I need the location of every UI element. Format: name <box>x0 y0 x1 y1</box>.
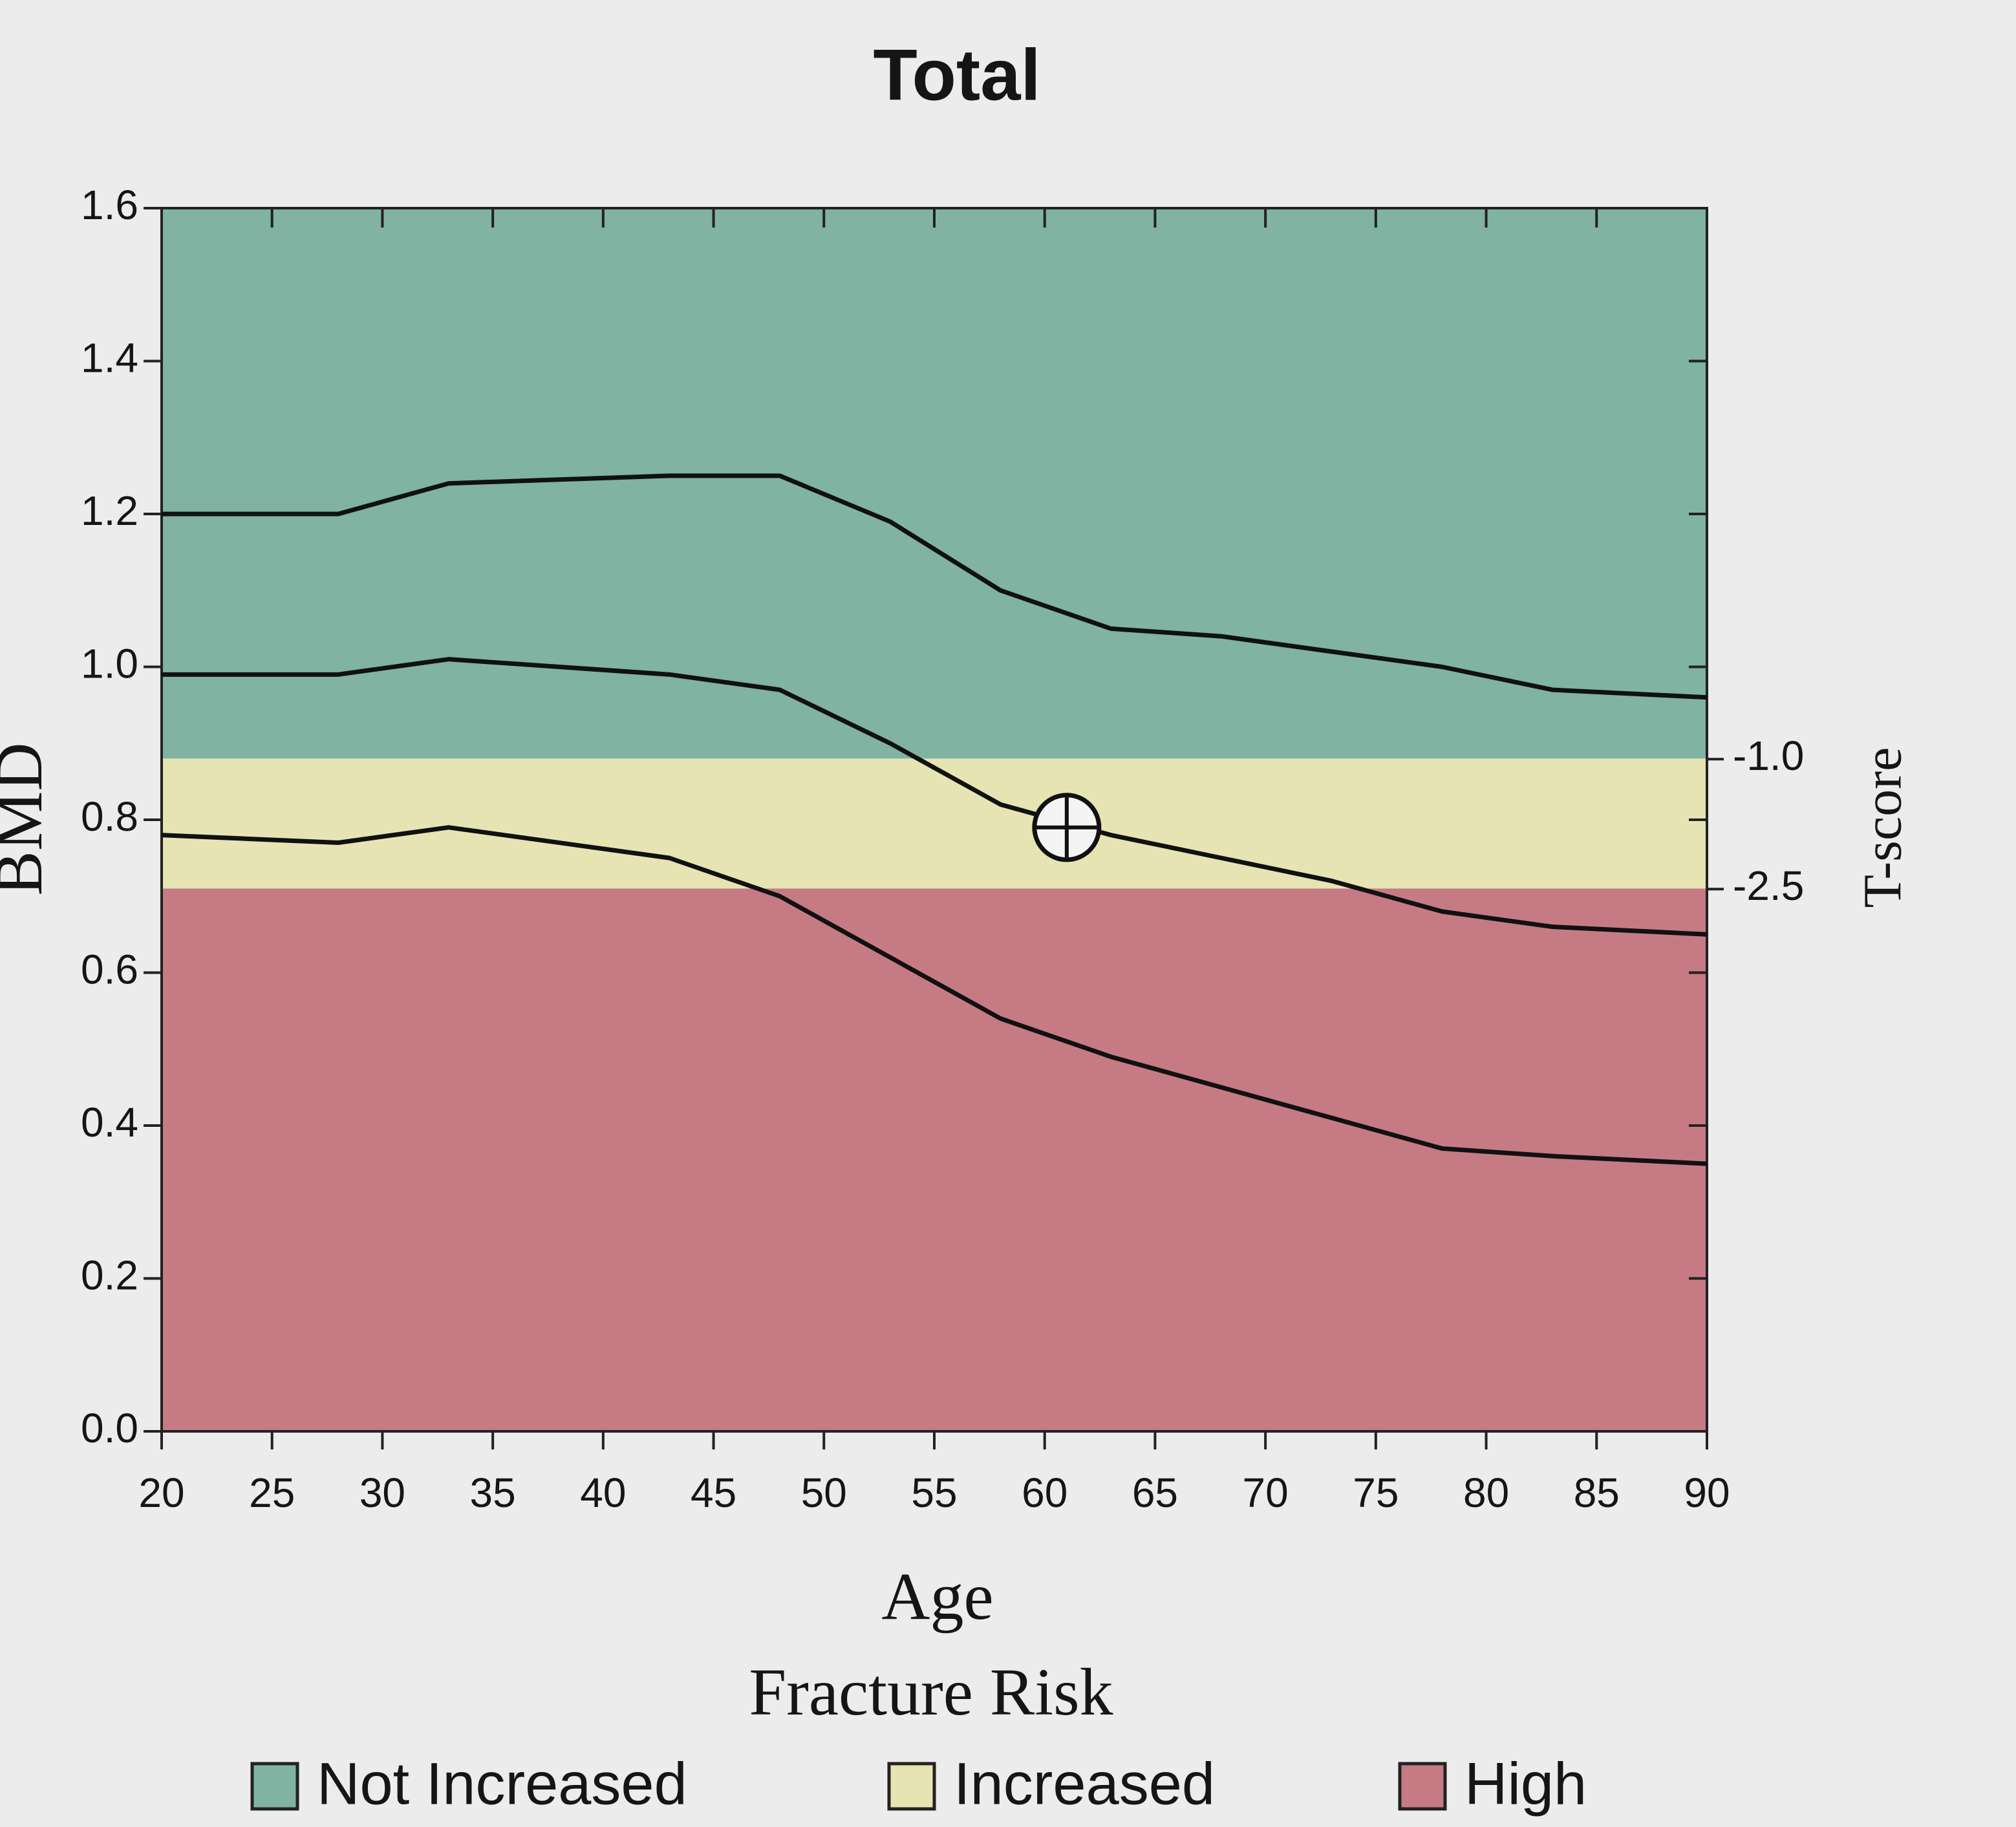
y2-tick-label: -2.5 <box>1733 862 1804 909</box>
x-tick-label: 25 <box>249 1469 295 1516</box>
legend-label: High <box>1464 1751 1587 1817</box>
risk-band <box>162 888 1707 1431</box>
x-tick-label: 30 <box>359 1469 405 1516</box>
y-tick-label: 1.2 <box>81 487 138 534</box>
legend-label: Increased <box>954 1751 1215 1817</box>
y2-axis-label: T-score <box>1852 747 1913 908</box>
y-tick-label: 0.8 <box>81 793 138 840</box>
y2-tick-label: -1.0 <box>1733 732 1804 779</box>
x-tick-label: 75 <box>1353 1469 1399 1516</box>
x-tick-label: 20 <box>138 1469 184 1516</box>
y-tick-label: 1.0 <box>81 640 138 687</box>
y-tick-label: 0.4 <box>81 1099 138 1146</box>
x-tick-label: 50 <box>801 1469 847 1516</box>
x-tick-label: 55 <box>911 1469 957 1516</box>
legend-swatch <box>250 1762 299 1811</box>
risk-band <box>162 758 1707 889</box>
legend-label: Not Increased <box>317 1751 687 1817</box>
y-tick-label: 0.0 <box>81 1405 138 1451</box>
x-tick-label: 70 <box>1243 1469 1289 1516</box>
reference-curve <box>162 473 1708 700</box>
legend-title: Fracture Risk <box>749 1655 1113 1729</box>
x-tick-label: 60 <box>1022 1469 1067 1516</box>
x-tick-label: 85 <box>1574 1469 1620 1516</box>
x-tick-label: 80 <box>1463 1469 1509 1516</box>
legend-swatch <box>887 1762 936 1811</box>
reference-curve <box>162 657 1708 937</box>
y-tick-label: 0.2 <box>81 1252 138 1298</box>
y-tick-label: 1.4 <box>81 334 138 381</box>
x-tick-label: 90 <box>1684 1469 1730 1516</box>
x-axis-label: Age <box>881 1559 993 1634</box>
x-tick-label: 45 <box>691 1469 736 1516</box>
x-tick-label: 40 <box>580 1469 626 1516</box>
x-tick-label: 35 <box>470 1469 516 1516</box>
y-axis-label: BMD <box>0 743 56 896</box>
y-tick-label: 0.6 <box>81 946 138 992</box>
reference-curve <box>161 825 1708 1166</box>
y-tick-label: 1.6 <box>81 182 138 228</box>
x-tick-label: 65 <box>1132 1469 1178 1516</box>
legend-swatch <box>1398 1762 1447 1811</box>
chart-title: Total <box>873 35 1040 116</box>
